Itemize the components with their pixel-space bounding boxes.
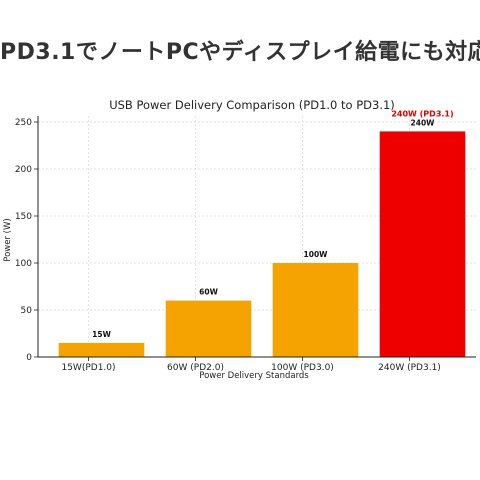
bars (58, 131, 466, 357)
y-tick-label: 200 (15, 165, 32, 175)
data-label: 100W (304, 250, 329, 259)
page-headline: PD3.1でノートPCやディスプレイ給電にも対応 (0, 40, 480, 65)
x-tick-label: 100W (PD3.0) (271, 363, 334, 373)
x-axis-label: Power Delivery Standards (199, 371, 309, 381)
y-tick-label: 100 (15, 259, 32, 269)
x-tick-label: 60W (PD2.0) (167, 363, 224, 373)
tick-labels: 0 50 100 150 200 250 15W(PD1.0) 60W (PD2.0) 100W… (15, 118, 441, 373)
bar-annotation: 240W (PD3.1) (391, 109, 453, 118)
x-tick-label: 240W (PD3.1) (378, 363, 441, 373)
y-tick-label: 250 (15, 118, 32, 128)
x-tick-label: 15W(PD1.0) (61, 363, 115, 373)
bar (58, 342, 145, 357)
bar (272, 263, 359, 357)
axes (34, 116, 476, 361)
bar (379, 131, 466, 357)
y-tick-label: 0 (26, 353, 32, 363)
data-label: 15W (92, 330, 111, 339)
bar (165, 300, 252, 357)
chart-title: USB Power Delivery Comparison (PD1.0 to … (109, 98, 395, 112)
data-label: 240W (411, 118, 436, 127)
data-label: 60W (199, 288, 218, 297)
y-tick-label: 50 (21, 306, 33, 316)
y-axis-label: Power (W) (3, 218, 13, 261)
y-tick-label: 150 (15, 212, 32, 222)
